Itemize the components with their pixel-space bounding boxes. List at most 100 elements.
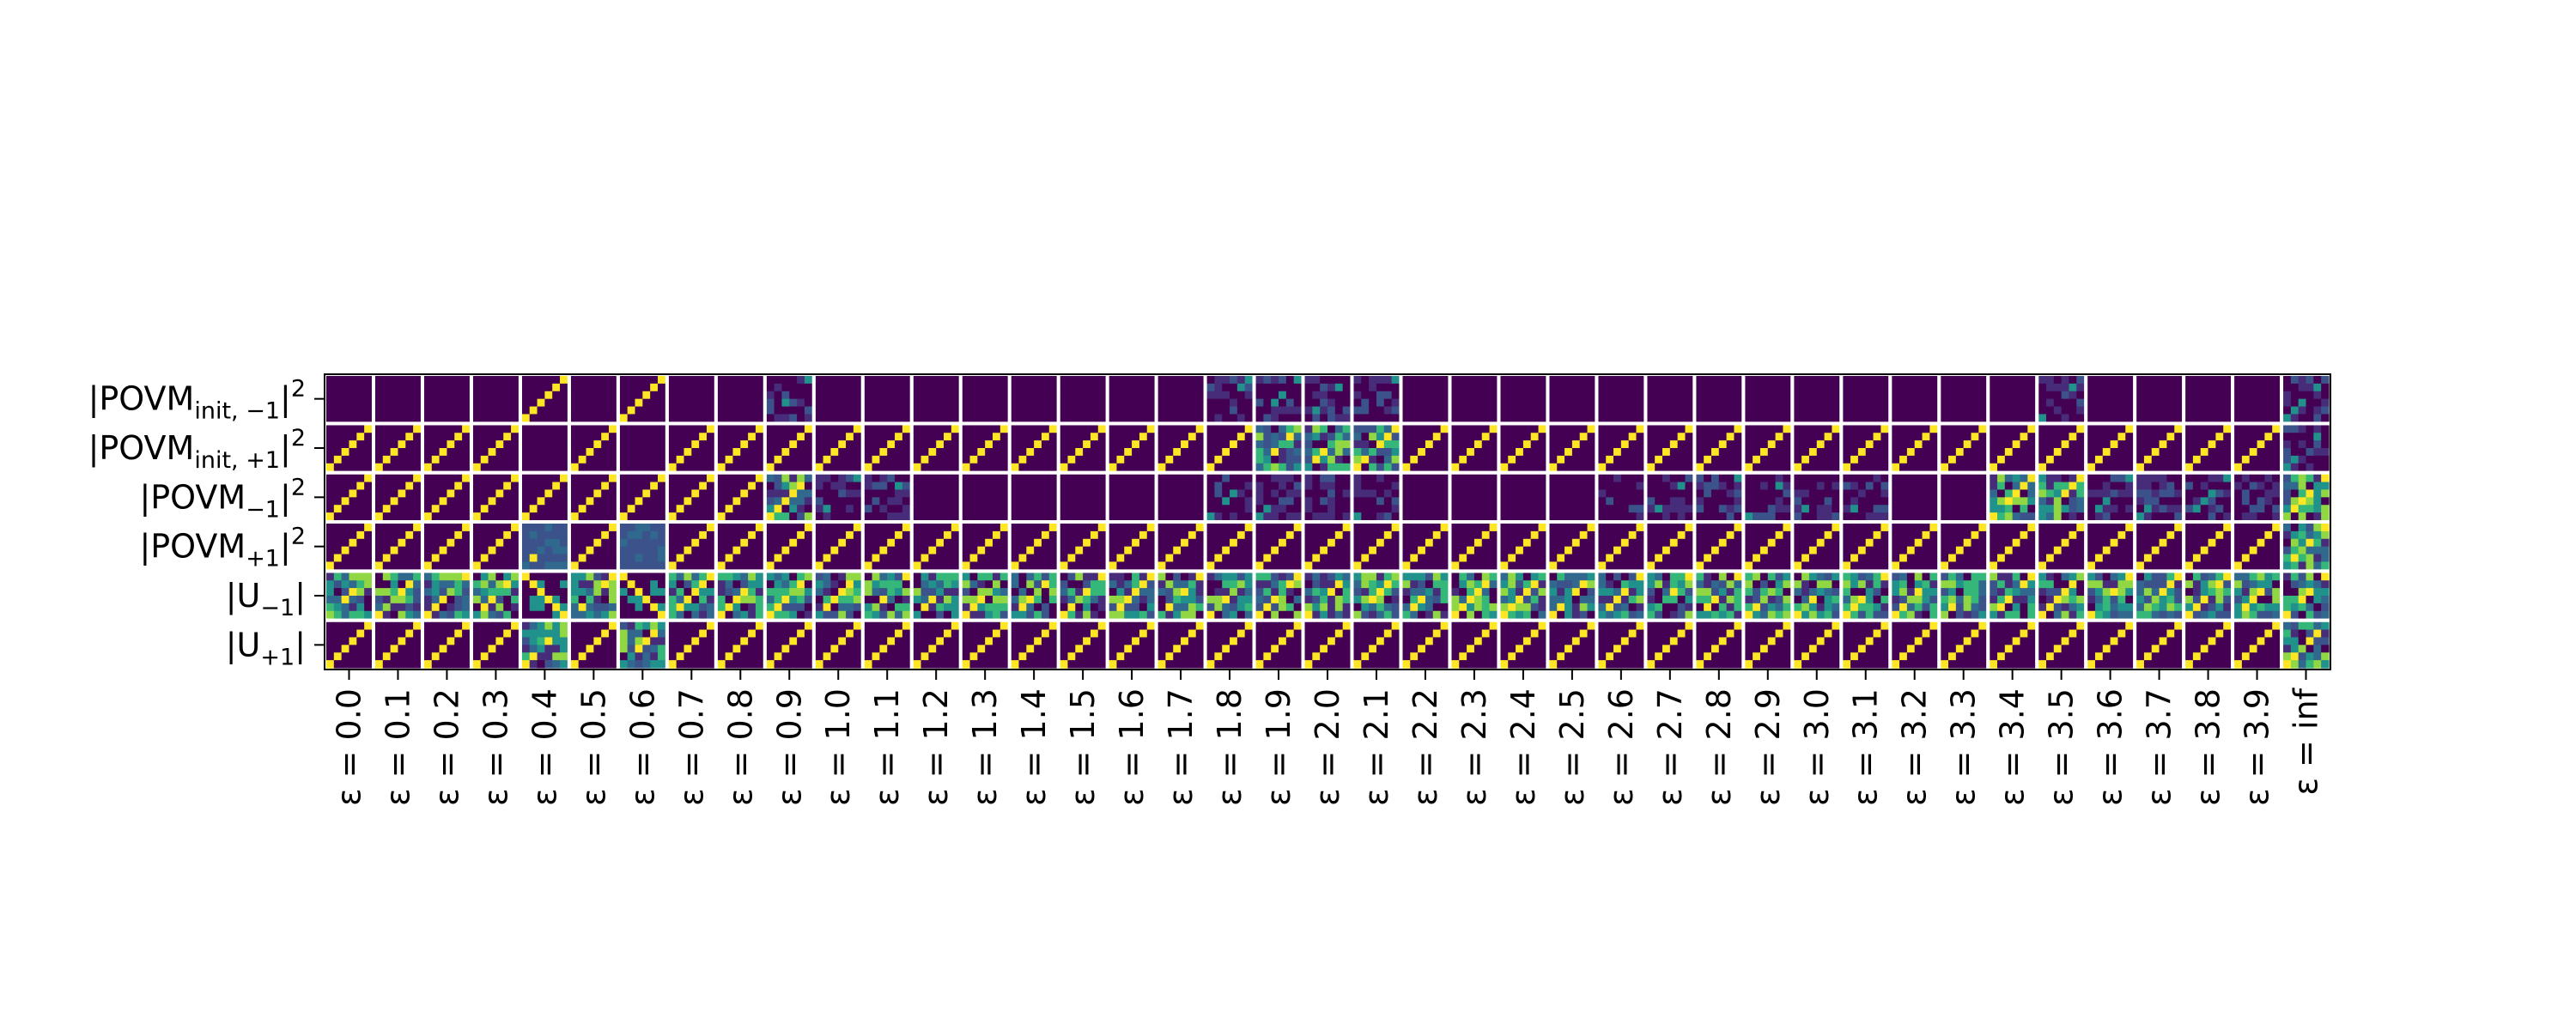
heatmap-pixel: [439, 414, 448, 422]
heatmap-pixel: [1334, 414, 1344, 422]
heatmap-pixel: [1263, 425, 1272, 433]
heatmap-pixel: [789, 482, 798, 491]
heatmap-cell: [1696, 425, 1742, 472]
heatmap-pixel: [1236, 455, 1246, 464]
heatmap-pixel: [1549, 391, 1558, 400]
heatmap-pixel: [1157, 433, 1167, 441]
heatmap-pixel: [2159, 489, 2168, 498]
heatmap-pixel: [1067, 398, 1076, 408]
heatmap-pixel: [1685, 425, 1693, 433]
heatmap-pixel: [1327, 433, 1336, 441]
heatmap-pixel: [1677, 425, 1686, 433]
heatmap-pixel: [560, 455, 568, 464]
heatmap-pixel: [1402, 474, 1411, 483]
heatmap-pixel: [1383, 376, 1393, 385]
heatmap-pixel: [1116, 474, 1125, 483]
heatmap-pixel: [1124, 489, 1133, 498]
heatmap-pixel: [1655, 440, 1663, 449]
heatmap-pixel: [2298, 497, 2307, 506]
heatmap-pixel: [341, 433, 350, 441]
heatmap-pixel: [1662, 391, 1671, 400]
heatmap-pixel: [356, 512, 365, 521]
heatmap-pixel: [333, 463, 343, 472]
heatmap-pixel: [853, 383, 862, 392]
heatmap-pixel: [895, 538, 903, 548]
heatmap-pixel: [823, 554, 832, 563]
heatmap-pixel: [356, 538, 365, 548]
heatmap-pixel: [1067, 425, 1076, 433]
heatmap-cell: [2087, 474, 2134, 521]
heatmap-pixel: [1734, 376, 1742, 385]
heatmap-pixel: [1432, 463, 1442, 472]
heatmap-pixel: [1263, 398, 1272, 408]
heatmap-pixel: [830, 530, 839, 540]
heatmap-pixel: [1571, 512, 1581, 521]
heatmap-pixel: [1516, 414, 1524, 422]
heatmap-pixel: [2234, 455, 2243, 464]
heatmap-pixel: [879, 433, 888, 441]
heatmap-pixel: [993, 383, 1001, 392]
heatmap-pixel: [2027, 474, 2036, 483]
heatmap-pixel: [2249, 425, 2258, 433]
heatmap-pixel: [552, 489, 561, 498]
heatmap-pixel: [920, 425, 929, 433]
heatmap-pixel: [668, 398, 677, 408]
heatmap-pixel: [1083, 440, 1091, 449]
heatmap-pixel: [447, 433, 455, 441]
heatmap-pixel: [447, 425, 455, 433]
heatmap-pixel: [1808, 406, 1818, 415]
heatmap-pixel: [488, 425, 497, 433]
heatmap-pixel: [853, 546, 862, 555]
heatmap-pixel: [1522, 425, 1532, 433]
heatmap-pixel: [755, 383, 764, 392]
heatmap-pixel: [1304, 455, 1313, 464]
heatmap-pixel: [374, 433, 384, 441]
heatmap-pixel: [1710, 474, 1720, 483]
heatmap-pixel: [578, 391, 587, 400]
heatmap-pixel: [1195, 440, 1205, 449]
heatmap-pixel: [560, 391, 568, 400]
heatmap-pixel: [2094, 455, 2104, 464]
heatmap-pixel: [511, 391, 519, 400]
heatmap-pixel: [503, 546, 512, 555]
heatmap-pixel: [789, 530, 798, 540]
heatmap-pixel: [1157, 425, 1167, 433]
heatmap-pixel: [1753, 414, 1761, 422]
heatmap-pixel: [1334, 455, 1344, 464]
heatmap-pixel: [635, 414, 643, 422]
heatmap-pixel: [586, 448, 594, 457]
heatmap-pixel: [1467, 414, 1475, 422]
heatmap-pixel: [683, 440, 692, 449]
heatmap-pixel: [529, 463, 538, 472]
heatmap-pixel: [902, 497, 911, 506]
heatmap-pixel: [830, 497, 839, 506]
heatmap-pixel: [2290, 489, 2300, 498]
heatmap-pixel: [853, 561, 862, 570]
heatmap-pixel: [1677, 482, 1686, 491]
heatmap-pixel: [1775, 398, 1784, 408]
heatmap-pixel: [544, 538, 553, 548]
heatmap-pixel: [341, 497, 350, 506]
heatmap-pixel: [2241, 414, 2251, 422]
heatmap-pixel: [390, 440, 399, 449]
heatmap-pixel: [1018, 406, 1027, 415]
heatmap-pixel: [1353, 512, 1362, 521]
heatmap-pixel: [341, 489, 350, 498]
heatmap-pixel: [2159, 497, 2168, 506]
heatmap-pixel: [2200, 425, 2209, 433]
heatmap-pixel: [1767, 406, 1777, 415]
heatmap-pixel: [1753, 474, 1761, 483]
heatmap-pixel: [838, 440, 847, 449]
heatmap-pixel: [1440, 482, 1449, 491]
heatmap-pixel: [488, 391, 497, 400]
heatmap-pixel: [1383, 383, 1393, 392]
heatmap-pixel: [999, 383, 1009, 392]
heatmap-pixel: [454, 406, 463, 415]
heatmap-pixel: [2283, 414, 2292, 422]
heatmap-pixel: [887, 530, 896, 540]
heatmap-pixel: [439, 505, 448, 513]
heatmap-pixel: [1767, 482, 1777, 491]
heatmap-pixel: [2185, 463, 2194, 472]
heatmap-pixel: [2102, 398, 2111, 408]
heatmap-pixel: [1353, 383, 1362, 392]
